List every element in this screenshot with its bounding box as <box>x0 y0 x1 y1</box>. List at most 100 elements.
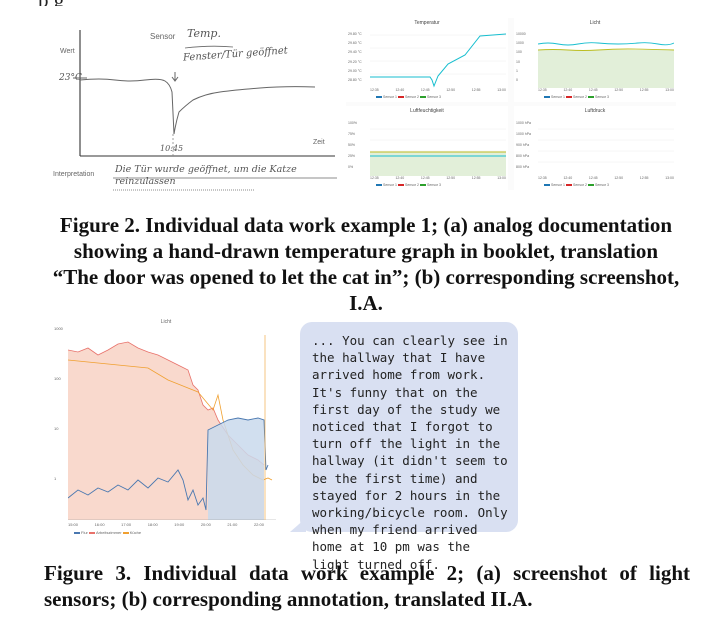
legend-item: Sensor 1 <box>551 95 566 99</box>
x-tick: 12:45 <box>420 176 430 180</box>
y-tick: 100 <box>54 376 61 381</box>
x-tick: 13:00 <box>665 176 674 180</box>
x-tick-labels: 15:00 16:00 17:00 18:00 19:00 20:00 21:00 22:00 <box>68 522 264 527</box>
y-tick-labels: 29.80 °C 29.60 °C 29.40 °C 29.20 °C 29.0… <box>348 30 370 85</box>
y-tick: 10 <box>516 59 520 64</box>
panel-licht: Licht 10000 1000 100 10 1 0 12:35 12:40 12… <box>514 18 676 102</box>
panel-title: Licht <box>589 20 601 26</box>
panel-title: Luftfeuchtigkeit <box>410 108 444 114</box>
x-tick: 19:00 <box>174 522 185 527</box>
x-tick: 12:55 <box>471 176 481 180</box>
y-tick: 1000 hPa <box>516 132 531 136</box>
sketch-interpretation-text: Die Tür wurde geöffnet, um die Katze rei… <box>115 164 297 187</box>
y-tick: 10000 <box>516 32 526 36</box>
x-tick-labels: 12:35 12:40 12:45 12:50 12:55 13:00 <box>370 88 506 92</box>
top-cut-text: p g <box>38 0 688 6</box>
legend: Sensor 1 Sensor 2 Sensor 3 <box>544 95 609 99</box>
series-flur-area <box>208 418 264 520</box>
x-tick: 12:45 <box>588 88 598 92</box>
panel-temperatur: Temperatur 29.80 °C 29.60 °C 29.40 °C 29… <box>346 18 508 102</box>
x-tick: 15:00 <box>68 522 79 527</box>
y-tick: 29.20 °C <box>348 59 362 64</box>
chart-title: Licht <box>160 319 172 325</box>
legend: Sensor 1 Sensor 2 Sensor 3 <box>376 183 441 187</box>
y-tick: 100 <box>516 50 522 55</box>
x-tick: 12:55 <box>639 88 649 92</box>
series-sensor-cyan <box>538 42 674 46</box>
x-tick: 12:35 <box>538 176 547 180</box>
x-tick: 12:45 <box>420 88 430 92</box>
x-tick: 22:00 <box>253 522 264 527</box>
x-tick: 13:00 <box>497 176 506 180</box>
y-tick: 28.80 °C <box>348 78 362 83</box>
x-tick: 12:40 <box>395 176 405 180</box>
x-tick: 12:35 <box>370 88 379 92</box>
panel-title: Temperatur <box>414 20 440 26</box>
legend-item: Sensor 3 <box>595 183 610 187</box>
x-tick: 12:40 <box>563 176 573 180</box>
x-tick: 12:35 <box>538 88 547 92</box>
legend-item: Sensor 1 <box>551 183 566 187</box>
annotation-bubble: ... You can clearly see in the hallway t… <box>300 322 518 572</box>
legend-item: Sensor 2 <box>405 95 420 99</box>
y-tick: 1000 <box>516 41 524 46</box>
legend-item: Sensor 1 <box>383 183 398 187</box>
legend-item: Sensor 3 <box>427 183 442 187</box>
sketch-sensor-label: Sensor <box>150 32 176 41</box>
sketch-y-axis-label: Wert <box>60 48 75 55</box>
x-tick: 12:50 <box>614 176 624 180</box>
x-tick: 21:00 <box>227 522 238 527</box>
sketch-x-axis-label: Zeit <box>313 139 325 146</box>
annotation-text: ... You can clearly see in the hallway t… <box>312 333 508 572</box>
y-tick: 800 hPa <box>516 154 530 158</box>
legend-item: Sensor 1 <box>383 95 398 99</box>
y-tick: 900 hPa <box>516 143 530 147</box>
y-tick: 0 <box>516 78 518 83</box>
figure2-caption: Figure 2. Individual data work example 1… <box>52 213 680 315</box>
x-tick: 12:55 <box>471 88 481 92</box>
legend-item: Küche <box>129 530 142 535</box>
y-tick: 1 <box>516 68 518 73</box>
y-tick: 29.00 °C <box>348 68 362 73</box>
x-tick: 20:00 <box>200 522 211 527</box>
y-tick: 800 hPa <box>516 165 530 169</box>
y-tick-labels: 10000 1000 100 10 1 0 <box>516 30 538 85</box>
y-tick-labels: 100% 75% 50% 25% 0% <box>348 118 370 173</box>
panel-luftdruck: Luftdruck 1000 hPa 1000 hPa 900 hPa 800 … <box>514 106 676 190</box>
series-flur-line <box>68 417 269 511</box>
legend-item: Arbeitszimmer <box>96 530 122 535</box>
x-tick: 12:40 <box>563 88 573 92</box>
figure2-dashboard: Temperatur 29.80 °C 29.60 °C 29.40 °C 29… <box>346 18 676 190</box>
x-tick: 17:00 <box>121 522 132 527</box>
y-tick: 75% <box>348 132 356 136</box>
y-tick: 1000 <box>54 326 63 331</box>
series-sensor-cyan <box>370 33 506 88</box>
legend-item: Flur <box>81 530 88 535</box>
x-tick: 12:50 <box>446 88 456 92</box>
figure3-chart: Licht 1000 100 10 1 15:00 16:00 17:00 18:00… <box>52 318 280 540</box>
sketch-sensor-value: Temp. <box>187 27 221 40</box>
legend: Sensor 1 Sensor 2 Sensor 3 <box>376 95 441 99</box>
sketch-interpretation-label: Interpretation <box>53 171 95 178</box>
x-tick: 12:35 <box>370 176 379 180</box>
x-tick: 13:00 <box>497 88 506 92</box>
legend: Sensor 1 Sensor 2 Sensor 3 <box>544 183 609 187</box>
panel-title: Luftdruck <box>584 108 606 114</box>
y-tick: 100% <box>348 121 357 125</box>
y-tick: 1000 hPa <box>516 121 531 125</box>
x-tick-labels: 12:35 12:40 12:45 12:50 12:55 13:00 <box>538 176 674 180</box>
y-tick: 50% <box>348 143 356 147</box>
figure3-caption: Figure 3. Individual data work example 2… <box>44 561 690 611</box>
x-tick: 12:55 <box>639 176 649 180</box>
legend: Flur Arbeitszimmer Küche <box>74 530 141 535</box>
panel-luftfeuchtigkeit: Luftfeuchtigkeit 100% 75% 50% 25% 0% 12:… <box>346 106 508 190</box>
y-tick: 0% <box>348 165 354 169</box>
y-tick-labels: 1000 hPa 1000 hPa 900 hPa 800 hPa 800 hP… <box>516 118 538 173</box>
series-sensor-olive <box>538 48 674 51</box>
x-tick-labels: 12:35 12:40 12:45 12:50 12:55 13:00 <box>370 176 506 180</box>
legend-item: Sensor 2 <box>573 95 588 99</box>
y-tick: 29.40 °C <box>348 50 362 55</box>
x-tick: 16:00 <box>94 522 105 527</box>
y-tick: 29.60 °C <box>348 41 362 46</box>
x-tick: 18:00 <box>147 522 158 527</box>
